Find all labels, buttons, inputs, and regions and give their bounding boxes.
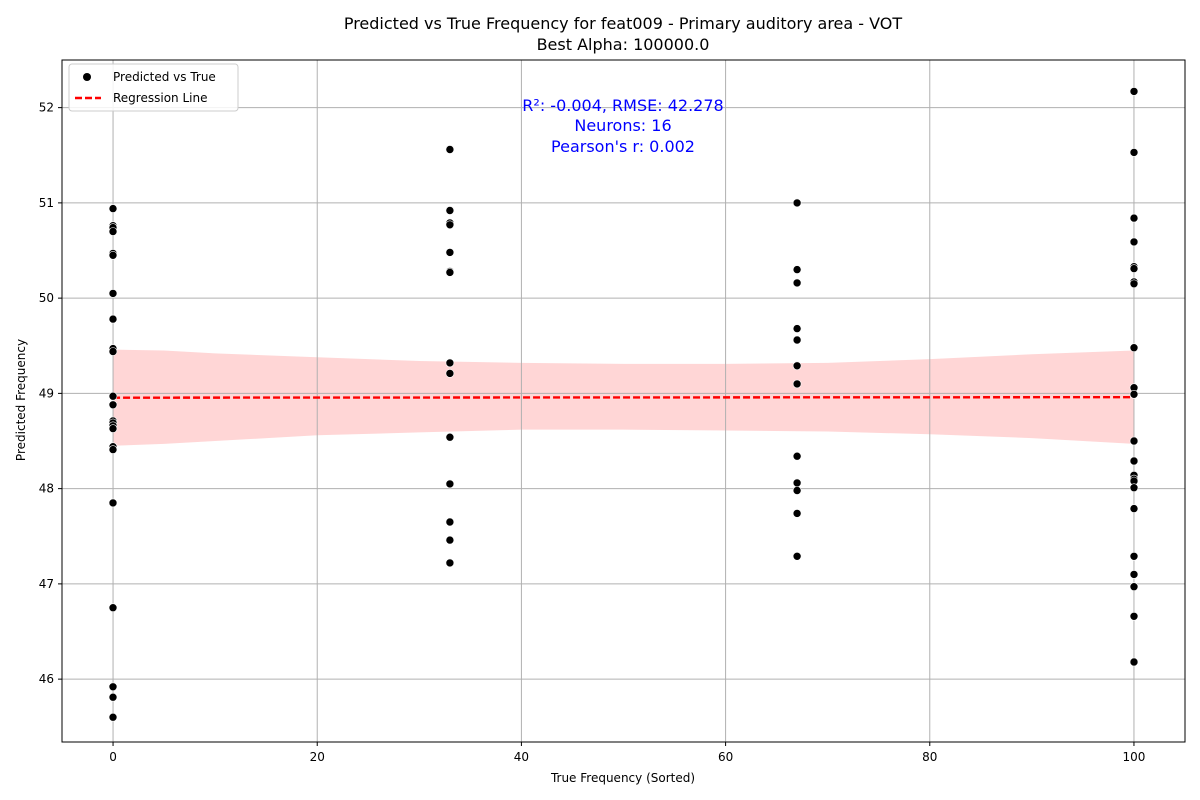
plot-frame — [61, 59, 1186, 743]
data-point — [108, 712, 118, 722]
grid — [62, 60, 1185, 742]
data-point — [445, 517, 455, 527]
data-point — [1129, 483, 1139, 493]
data-point — [108, 347, 118, 356]
data-point — [445, 432, 455, 442]
data-point — [108, 692, 118, 702]
y-ticks: 46 47 48 49 50 51 52 — [39, 101, 62, 686]
x-ticks: 0 20 40 60 80 100 — [109, 742, 1145, 764]
data-point — [1129, 570, 1139, 579]
data-point — [1129, 504, 1139, 513]
data-point — [108, 314, 118, 324]
chart-title: Predicted vs True Frequency for feat009 … — [344, 14, 903, 33]
stats-annotation: R²: -0.004, RMSE: 42.278 Neurons: 16 Pea… — [522, 96, 723, 156]
data-point — [1129, 436, 1139, 446]
y-tick-label: 51 — [39, 196, 54, 210]
data-point — [1129, 551, 1139, 561]
data-point — [792, 551, 802, 561]
legend: Predicted vs True Regression Line — [68, 63, 239, 112]
data-point — [792, 361, 802, 371]
data-point — [445, 558, 455, 568]
data-point — [108, 204, 118, 213]
data-point — [1129, 148, 1139, 157]
data-point — [1129, 657, 1139, 667]
data-point — [792, 451, 802, 461]
data-point — [445, 268, 455, 277]
data-point — [445, 479, 455, 489]
x-tick-label: 20 — [310, 750, 325, 764]
data-point — [108, 289, 118, 298]
x-tick-label: 80 — [922, 750, 937, 764]
data-point — [445, 206, 455, 215]
data-point — [1129, 343, 1139, 353]
data-point — [445, 369, 455, 378]
x-axis-label: True Frequency (Sorted) — [550, 771, 695, 785]
data-point — [792, 379, 802, 389]
y-tick-label: 50 — [39, 291, 54, 305]
y-tick-label: 49 — [39, 386, 54, 400]
data-point — [108, 400, 118, 410]
chart-subtitle: Best Alpha: 100000.0 — [537, 35, 710, 54]
x-tick-label: 100 — [1123, 750, 1146, 764]
legend-marker-points — [83, 73, 91, 81]
annotation-r2-rmse: R²: -0.004, RMSE: 42.278 — [522, 96, 723, 115]
y-tick-label: 46 — [39, 672, 54, 686]
annotation-neurons: Neurons: 16 — [574, 116, 671, 135]
data-point — [108, 424, 118, 433]
data-point — [445, 248, 455, 257]
data-point — [1129, 237, 1139, 247]
annotation-pearson: Pearson's r: 0.002 — [551, 137, 695, 156]
legend-label-points: Predicted vs True — [113, 70, 216, 84]
x-tick-label: 60 — [718, 750, 733, 764]
data-point — [792, 478, 802, 488]
data-point — [108, 391, 118, 401]
data-point — [445, 145, 455, 154]
data-point — [1129, 456, 1139, 466]
data-point — [1129, 279, 1139, 289]
data-point — [792, 335, 802, 345]
data-point — [1129, 213, 1139, 223]
data-point — [108, 227, 118, 236]
data-point — [792, 265, 802, 274]
data-point — [1129, 611, 1139, 621]
data-point — [792, 278, 802, 288]
legend-box — [68, 63, 239, 112]
data-point — [792, 509, 802, 518]
y-tick-label: 52 — [39, 101, 54, 115]
data-point — [792, 324, 802, 333]
y-axis-label: Predicted Frequency — [14, 339, 28, 461]
x-tick-label: 40 — [514, 750, 529, 764]
data-point — [1129, 582, 1139, 592]
data-point — [792, 486, 802, 495]
data-point — [108, 603, 118, 613]
data-point — [1129, 87, 1139, 96]
data-point — [108, 445, 118, 454]
legend-label-regression: Regression Line — [113, 91, 207, 105]
data-point — [108, 682, 118, 692]
data-point — [1129, 389, 1139, 399]
data-point — [108, 251, 118, 260]
data-point — [108, 498, 118, 508]
data-point — [445, 535, 455, 545]
x-tick-label: 0 — [109, 750, 117, 764]
y-tick-label: 48 — [39, 482, 54, 496]
data-point — [792, 198, 802, 208]
y-tick-label: 47 — [39, 577, 54, 591]
data-point — [445, 220, 455, 230]
points-layer — [108, 87, 1139, 722]
data-point — [445, 358, 455, 368]
data-point — [1129, 264, 1139, 273]
